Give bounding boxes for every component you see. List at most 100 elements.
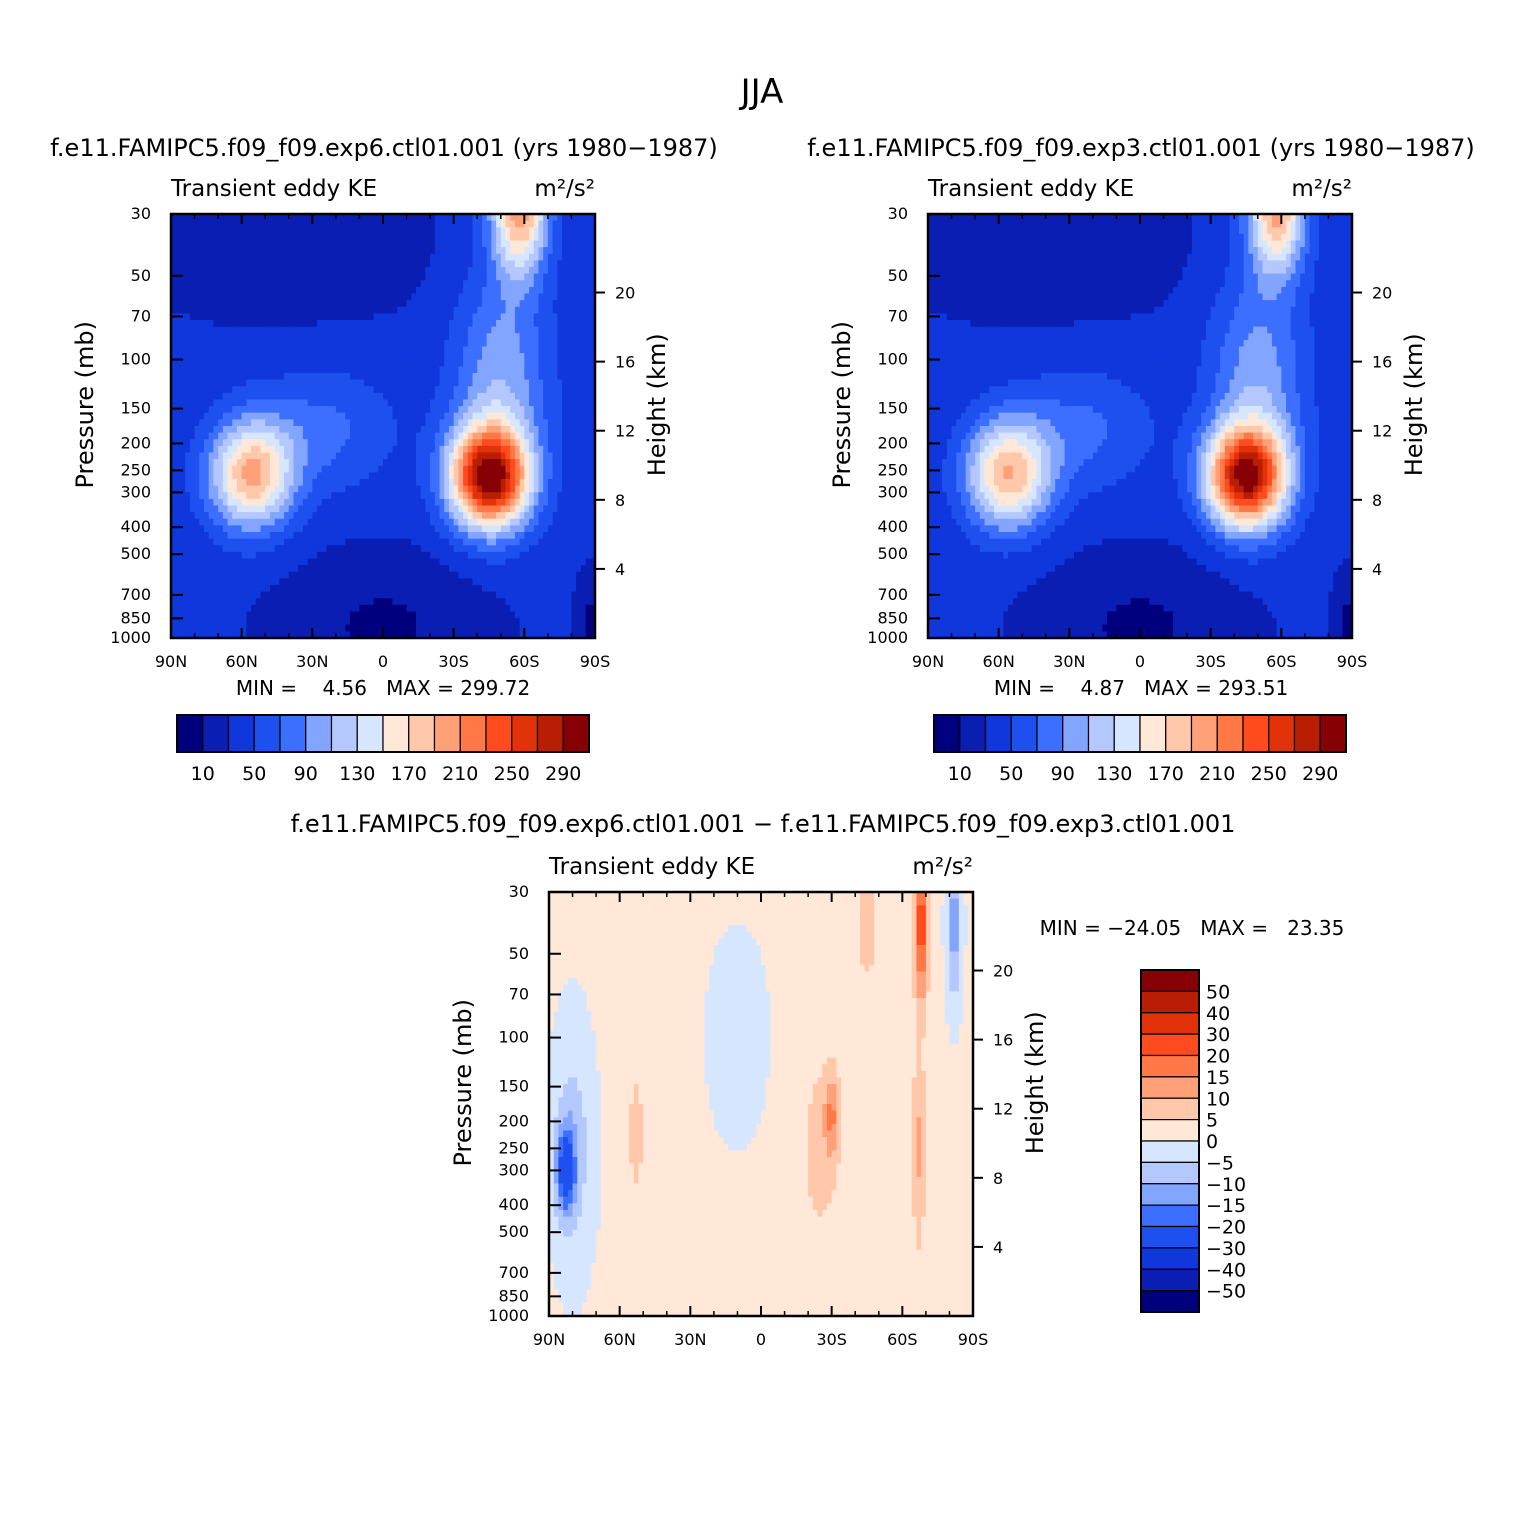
field-cell <box>510 373 515 380</box>
field-cell <box>312 459 317 466</box>
field-cell <box>317 267 322 274</box>
field-cell <box>199 525 204 532</box>
field-cell <box>444 413 449 420</box>
field-cell <box>237 274 242 281</box>
field-cell <box>383 539 388 546</box>
field-cell <box>482 486 487 493</box>
field-cell <box>571 333 576 340</box>
field-cell <box>176 459 181 466</box>
field-cell <box>538 294 543 301</box>
field-cell <box>543 525 548 532</box>
field-cell <box>388 479 393 486</box>
field-cell <box>213 294 218 301</box>
field-cell <box>463 287 468 294</box>
field-cell <box>543 386 548 393</box>
field-cell <box>468 333 473 340</box>
field-cell <box>176 519 181 526</box>
field-cell <box>364 353 369 360</box>
field-cell <box>190 559 195 566</box>
field-cell <box>383 327 388 334</box>
field-cell <box>308 446 313 453</box>
field-cell <box>293 221 298 228</box>
field-cell <box>510 492 515 499</box>
field-cell <box>520 234 525 241</box>
field-cell <box>440 274 445 281</box>
field-cell <box>298 572 303 579</box>
field-cell <box>279 532 284 539</box>
field-cell <box>223 492 228 499</box>
field-cell <box>543 413 548 420</box>
field-cell <box>543 347 548 354</box>
field-cell <box>341 413 346 420</box>
field-cell <box>425 492 430 499</box>
field-cell <box>303 572 308 579</box>
field-cell <box>232 525 237 532</box>
field-cell <box>213 313 218 320</box>
field-cell <box>562 559 567 566</box>
field-cell <box>505 400 510 407</box>
field-cell <box>275 506 280 513</box>
field-cell <box>180 578 185 585</box>
field-cell <box>463 320 468 327</box>
field-cell <box>350 227 355 234</box>
field-cell <box>298 300 303 307</box>
field-cell <box>567 254 572 261</box>
field-cell <box>213 353 218 360</box>
field-cell <box>185 274 190 281</box>
field-cell <box>440 552 445 559</box>
field-cell <box>510 506 515 513</box>
field-cell <box>237 360 242 367</box>
field-cell <box>482 247 487 254</box>
field-cell <box>383 300 388 307</box>
field-cell <box>557 247 562 254</box>
field-cell <box>176 260 181 267</box>
field-cell <box>298 366 303 373</box>
field-cell <box>185 280 190 287</box>
field-cell <box>190 234 195 241</box>
field-cell <box>501 419 506 426</box>
field-cell <box>199 320 204 327</box>
field-cell <box>496 532 501 539</box>
field-cell <box>430 247 435 254</box>
field-cell <box>482 419 487 426</box>
field-cell <box>275 247 280 254</box>
field-cell <box>209 347 214 354</box>
field-cell <box>308 459 313 466</box>
field-cell <box>199 413 204 420</box>
field-cell <box>454 320 459 327</box>
field-cell <box>529 453 534 460</box>
field-cell <box>345 413 350 420</box>
field-cell <box>242 313 247 320</box>
field-cell <box>303 506 308 513</box>
field-cell <box>444 453 449 460</box>
field-cell <box>435 327 440 334</box>
field-cell <box>496 221 501 228</box>
field-cell <box>468 327 473 334</box>
field-cell <box>557 386 562 393</box>
field-cell <box>256 525 261 532</box>
field-cell <box>199 300 204 307</box>
field-cell <box>251 254 256 261</box>
field-cell <box>576 545 581 552</box>
field-cell <box>199 506 204 513</box>
field-cell <box>416 234 421 241</box>
field-cell <box>463 479 468 486</box>
field-cell <box>190 499 195 506</box>
field-cell <box>458 433 463 440</box>
field-cell <box>322 280 327 287</box>
field-cell <box>331 446 336 453</box>
field-cell <box>392 320 397 327</box>
field-cell <box>534 307 539 314</box>
field-cell <box>388 221 393 228</box>
field-cell <box>341 241 346 248</box>
field-cell <box>204 260 209 267</box>
field-cell <box>261 267 266 274</box>
field-cell <box>218 559 223 566</box>
field-cell <box>180 254 185 261</box>
field-cell <box>204 545 209 552</box>
field-cell <box>261 479 266 486</box>
field-cell <box>326 426 331 433</box>
field-cell <box>562 267 567 274</box>
field-cell <box>195 227 200 234</box>
field-cell <box>322 419 327 426</box>
